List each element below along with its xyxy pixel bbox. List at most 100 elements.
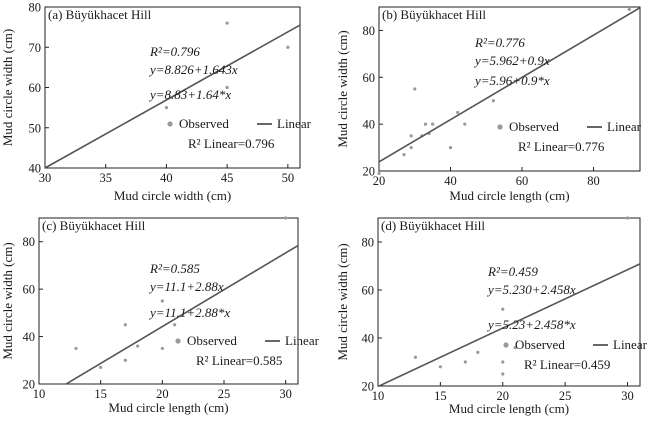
- chart-panel-b: 20 40 60 80 20 40 60 80 Mud circle length (cm) Mu…: [335, 6, 642, 203]
- x-tick-label: 40: [444, 174, 457, 188]
- x-tick-label: 50: [282, 171, 295, 185]
- data-point: [491, 99, 496, 103]
- y-tick-label: 60: [362, 284, 375, 298]
- legend-observed-marker: [175, 338, 181, 344]
- y-tick-label: 40: [362, 332, 375, 346]
- data-point: [413, 355, 418, 359]
- legend-r2-label: R² Linear=0.796: [188, 136, 275, 151]
- legend-observed-label: Observed: [515, 337, 565, 352]
- x-tick-label: 20: [497, 389, 510, 403]
- legend-r2-label: R² Linear=0.459: [524, 357, 610, 372]
- data-point: [431, 122, 435, 126]
- plot-frame: [378, 6, 641, 172]
- x-tick-label: 25: [559, 389, 572, 403]
- equation-annotation: y=8.826+1.643x: [148, 62, 238, 77]
- data-point: [377, 171, 381, 175]
- panel-label: (c) Büyükhacet Hill: [42, 218, 146, 233]
- y-tick-label: 50: [29, 121, 42, 135]
- x-tick-label: 20: [156, 387, 169, 401]
- x-tick-label: 80: [587, 174, 600, 188]
- equation-annotation: R²=0.459: [487, 264, 538, 279]
- x-tick-label: 20: [373, 174, 386, 188]
- legend-observed-marker: [497, 124, 503, 130]
- data-point: [123, 358, 127, 362]
- y-tick-label: 20: [363, 165, 376, 179]
- data-point: [456, 110, 460, 115]
- y-tick-label: 20: [23, 378, 36, 392]
- panel-label: (a) Büyükhacet Hill: [48, 7, 152, 22]
- equation-annotation: R²=0.796: [149, 44, 200, 59]
- equation-annotation: y=11.1+2.88*x: [148, 305, 230, 320]
- y-axis-title: Mud circle width (cm): [335, 243, 350, 360]
- legend-observed-label: Observed: [179, 116, 229, 131]
- legend-linear-label: Linear: [613, 337, 648, 352]
- plot-frame: [38, 217, 299, 385]
- data-point: [225, 85, 229, 90]
- x-axis-title: Mud circle length (cm): [108, 400, 228, 415]
- data-point: [160, 346, 164, 351]
- data-point: [173, 323, 177, 327]
- legend-r2-label: R² Linear=0.585: [196, 353, 282, 368]
- data-point: [476, 350, 480, 354]
- y-axis-title: Mud circle width (cm): [0, 29, 15, 146]
- y-tick-label: 80: [362, 236, 375, 250]
- y-tick-label: 40: [363, 118, 376, 132]
- data-point: [627, 7, 631, 11]
- legend-linear-label: Linear: [285, 333, 320, 348]
- chart-panel-a: 30 35 40 45 50 40 50 60 70 80 Mud circle width (cm…: [0, 1, 312, 204]
- legend-observed-label: Observed: [509, 119, 559, 134]
- data-point: [625, 216, 630, 220]
- data-point: [423, 122, 428, 126]
- data-point: [463, 360, 467, 364]
- x-tick-label: 30: [279, 387, 292, 401]
- equation-annotation: y=8.83+1.64*x: [148, 87, 231, 102]
- y-tick-label: 80: [363, 24, 376, 38]
- data-point: [501, 360, 505, 364]
- data-point: [513, 346, 517, 350]
- x-tick-label: 15: [94, 387, 107, 401]
- data-point: [501, 307, 505, 311]
- data-point: [501, 372, 505, 376]
- x-tick-label: 45: [221, 171, 234, 185]
- fit-line: [44, 24, 301, 169]
- x-axis-title: Mud circle width (cm): [114, 188, 231, 203]
- data-point: [409, 145, 413, 150]
- x-tick-label: 15: [434, 389, 447, 403]
- legend-linear-label: Linear: [607, 119, 642, 134]
- legend-r2-label: R² Linear=0.776: [518, 139, 605, 154]
- y-tick-label: 60: [363, 71, 376, 85]
- y-tick-label: 40: [23, 330, 36, 344]
- data-point: [160, 299, 164, 303]
- x-tick-label: 60: [516, 174, 529, 188]
- legend-observed-marker: [503, 342, 509, 348]
- data-point: [402, 153, 406, 157]
- panel-label: (b) Büyükhacet Hill: [382, 7, 486, 22]
- data-point: [225, 21, 229, 25]
- y-tick-label: 20: [362, 380, 375, 394]
- data-point: [99, 365, 103, 369]
- chart-panel-d: 10 15 20 25 30 20 40 60 80 Mud circle length (cm)…: [335, 216, 648, 416]
- data-point: [123, 323, 127, 327]
- chart-panel-c: 10 15 20 25 30 20 40 60 80 Mud circle length (cm)…: [0, 216, 320, 415]
- fit-line: [378, 7, 641, 163]
- data-point: [448, 145, 453, 150]
- equation-annotation: y=5.230+2.458x: [486, 282, 576, 297]
- y-axis-title: Mud circle width (cm): [0, 242, 15, 359]
- legend-observed-marker: [167, 121, 173, 127]
- equation-annotation: y=5.23+2.458*x: [486, 317, 576, 332]
- x-tick-label: 10: [372, 389, 385, 403]
- legend-linear-label: Linear: [277, 116, 312, 131]
- equation-annotation: R²=0.585: [149, 261, 200, 276]
- equation-annotation: y=11.1+2.88x: [148, 279, 224, 294]
- x-tick-label: 35: [99, 171, 112, 185]
- y-tick-label: 40: [29, 162, 42, 176]
- x-tick-label: 10: [33, 387, 46, 401]
- y-tick-label: 80: [23, 235, 36, 249]
- y-tick-label: 60: [23, 283, 36, 297]
- data-point: [136, 344, 140, 348]
- plot-frame: [377, 217, 641, 387]
- panel-label: (d) Büyükhacet Hill: [381, 218, 485, 233]
- x-tick-label: 40: [160, 171, 173, 185]
- data-point: [438, 365, 442, 369]
